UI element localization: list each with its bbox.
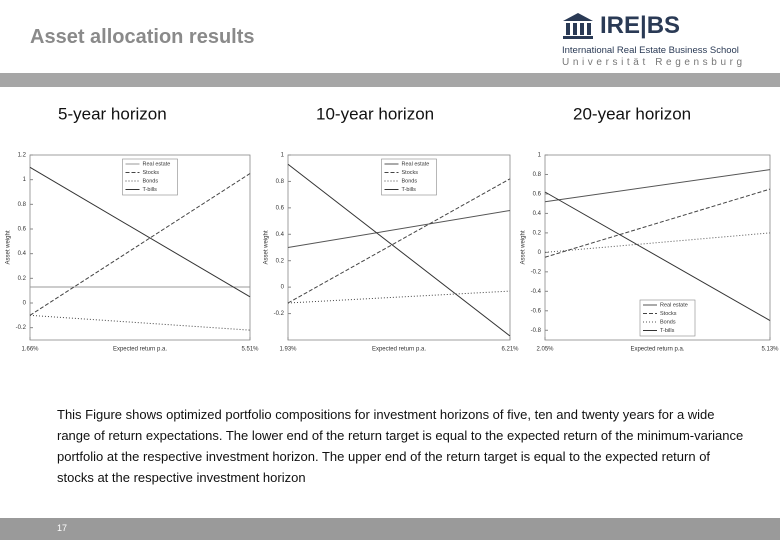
y-tick-label: 0.2 — [276, 258, 285, 264]
page-number: 17 — [57, 523, 68, 533]
plot-frame — [544, 154, 771, 341]
y-tick-label: -0.6 — [531, 308, 542, 314]
series-line — [544, 188, 771, 258]
y-tick-label: -0.4 — [531, 289, 542, 295]
y-tick-label: -0.8 — [531, 328, 542, 334]
series-line — [287, 290, 511, 304]
series-line — [287, 178, 511, 304]
x-axis-label: Expected return p.a. — [113, 347, 167, 353]
y-tick-label: 0.6 — [276, 205, 285, 211]
y-tick-label: 1.2 — [18, 153, 27, 159]
y-tick-label: 0 — [538, 250, 542, 256]
series-line — [287, 210, 511, 248]
chart-title: 10-year horizon — [316, 104, 434, 123]
y-tick-label: 0 — [23, 301, 27, 307]
legend-label: Bonds — [660, 319, 676, 325]
legend-label: Bonds — [143, 178, 159, 184]
legend-label: T-bills — [660, 328, 675, 334]
x-tick-label: 1.93% — [279, 347, 297, 353]
legend-label: Real estate — [660, 302, 688, 308]
legend-label: Stocks — [143, 170, 160, 176]
y-tick-label: 1 — [23, 177, 27, 183]
y-tick-label: -0.2 — [16, 325, 27, 331]
x-tick-label: 6.21% — [501, 347, 519, 353]
legend-label: Stocks — [402, 170, 419, 176]
plot-frame — [29, 154, 251, 341]
y-tick-label: -0.2 — [274, 311, 285, 317]
series-line — [287, 163, 511, 337]
chart-title: 5-year horizon — [58, 104, 167, 123]
y-tick-label: 0.4 — [533, 211, 542, 217]
x-tick-label: 5.13% — [761, 347, 779, 353]
charts: 5-year horizon -0.2 0 0.2 0.4 0.6 0.8 1 1.2 1.66%… — [6, 104, 780, 353]
slide-title: Asset allocation results — [30, 26, 255, 48]
x-tick-label: 5.51% — [241, 347, 259, 353]
header-band — [0, 73, 780, 87]
y-axis-label: Asset weight — [6, 230, 12, 264]
y-tick-label: 0.8 — [18, 202, 27, 208]
legend-label: Bonds — [402, 178, 418, 184]
y-tick-label: 0.2 — [533, 230, 542, 236]
y-axis-label: Asset weight — [264, 230, 270, 264]
logo-name: IRE|BS — [600, 12, 681, 39]
y-tick-label: 0 — [281, 285, 285, 291]
logo-university: Universität Regensburg — [562, 57, 746, 68]
caption: This Figure shows optimized portfolio co… — [57, 407, 744, 485]
y-tick-label: 1 — [538, 153, 542, 159]
logo-icon — [563, 13, 593, 39]
y-tick-label: 0.8 — [533, 172, 542, 178]
y-tick-label: 0.4 — [276, 232, 285, 238]
y-tick-label: 0.2 — [18, 276, 27, 282]
series-line — [544, 191, 771, 321]
y-tick-label: 0.6 — [533, 192, 542, 198]
series-line — [29, 314, 251, 331]
y-tick-label: 0.4 — [18, 251, 27, 257]
series-line — [544, 169, 771, 203]
series-line — [29, 173, 251, 316]
legend-label: T-bills — [402, 187, 417, 193]
x-axis-label: Expected return p.a. — [630, 347, 684, 353]
x-tick-label: 1.66% — [21, 347, 39, 353]
y-tick-label: 1 — [281, 153, 285, 159]
legend-label: Real estate — [143, 161, 171, 167]
y-tick-label: 0.6 — [18, 227, 27, 233]
legend-label: T-bills — [143, 187, 158, 193]
y-tick-label: -0.2 — [531, 269, 542, 275]
x-tick-label: 2.05% — [536, 347, 554, 353]
series-line — [29, 166, 251, 298]
x-axis-label: Expected return p.a. — [372, 347, 426, 353]
series-line — [544, 232, 771, 253]
y-axis-label: Asset weight — [521, 230, 527, 264]
logo-subtitle: International Real Estate Business Schoo… — [562, 45, 739, 56]
legend-label: Stocks — [660, 311, 677, 317]
chart-title: 20-year horizon — [573, 104, 691, 123]
y-tick-label: 0.8 — [276, 179, 285, 185]
footer-band — [0, 518, 780, 540]
legend-label: Real estate — [402, 161, 430, 167]
